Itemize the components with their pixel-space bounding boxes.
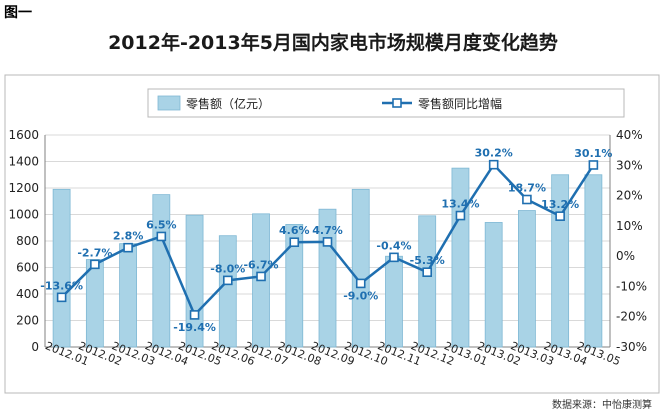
right-axis-tick-label: 20%	[616, 189, 643, 203]
right-axis-tick-label: -20%	[616, 310, 647, 324]
left-axis-tick-label: 1200	[8, 181, 39, 195]
right-axis-tick-label: 30%	[616, 158, 643, 172]
line-data-label: -9.0%	[343, 289, 378, 302]
line-data-label: 18.7%	[508, 182, 546, 195]
source-note: 数据来源：中怡康测算	[552, 400, 652, 411]
bar	[119, 243, 137, 348]
line-data-label: -19.4%	[173, 321, 216, 334]
left-axis-tick-label: 600	[16, 261, 39, 275]
legend-line-label: 零售额同比增幅	[418, 96, 502, 111]
bar	[218, 235, 237, 348]
bar	[85, 259, 104, 348]
figure-label: 图一	[4, 5, 32, 21]
line-point	[90, 259, 100, 270]
line-point	[189, 310, 200, 320]
line-point	[123, 242, 133, 253]
line-data-label: -2.7%	[77, 246, 112, 259]
bar	[52, 188, 71, 348]
line-data-label: 2.8%	[113, 230, 144, 243]
line-data-label: 6.5%	[146, 218, 177, 231]
line-point	[422, 267, 433, 277]
left-axis-tick-label: 400	[16, 287, 39, 301]
left-axis-tick-label: 1600	[8, 128, 39, 142]
line-data-label: 4.7%	[312, 224, 343, 237]
legend-line-marker	[392, 98, 402, 108]
line-data-label: 30.2%	[475, 147, 513, 160]
left-axis-tick-label: 1000	[8, 208, 39, 222]
right-axis-tick-label: 10%	[616, 219, 643, 233]
line-point	[289, 237, 300, 248]
line-data-label: 13.4%	[441, 198, 479, 211]
line-data-label: -0.4%	[376, 239, 411, 252]
right-axis-tick-label: 0%	[616, 249, 635, 263]
right-axis-tick-label: -30%	[616, 340, 647, 354]
left-axis-tick-label: 1400	[8, 155, 39, 169]
line-data-label: 13.2%	[541, 198, 579, 211]
line-point	[488, 159, 499, 170]
bar	[351, 188, 370, 348]
left-axis-tick-label: 200	[16, 314, 39, 328]
line-point	[555, 211, 565, 221]
right-axis-tick-label: 40%	[616, 128, 643, 142]
line-point	[455, 210, 466, 221]
bar	[484, 222, 503, 348]
bar	[518, 210, 536, 348]
line-data-label: -5.3%	[410, 254, 445, 267]
legend-bar-swatch	[157, 95, 181, 111]
bar	[385, 255, 403, 348]
bar	[451, 167, 470, 348]
line-point	[256, 271, 266, 282]
bar	[418, 215, 437, 348]
line-point	[156, 231, 167, 242]
chart-title: 2012年-2013年5月国内家电市场规模月度变化趋势	[108, 32, 558, 54]
line-data-label: -8.0%	[210, 262, 245, 275]
right-axis-tick-label: -10%	[616, 279, 647, 293]
bar	[285, 224, 304, 348]
line-data-label: 30.1%	[574, 147, 612, 160]
bar	[584, 174, 603, 348]
line-data-label: 4.6%	[279, 224, 310, 237]
line-data-label: -6.7%	[243, 258, 278, 271]
line-point	[56, 292, 67, 303]
legend-bar-label: 零售额（亿元）	[186, 96, 270, 111]
line-point	[222, 275, 233, 286]
line-point	[322, 237, 333, 247]
left-axis-tick-label: 0	[31, 340, 39, 354]
left-axis-tick-label: 800	[16, 234, 39, 248]
line-point	[588, 160, 599, 170]
line-point	[389, 252, 399, 263]
line-point	[522, 194, 532, 205]
line-data-label: -13.6%	[40, 279, 83, 292]
line-point	[355, 278, 366, 289]
